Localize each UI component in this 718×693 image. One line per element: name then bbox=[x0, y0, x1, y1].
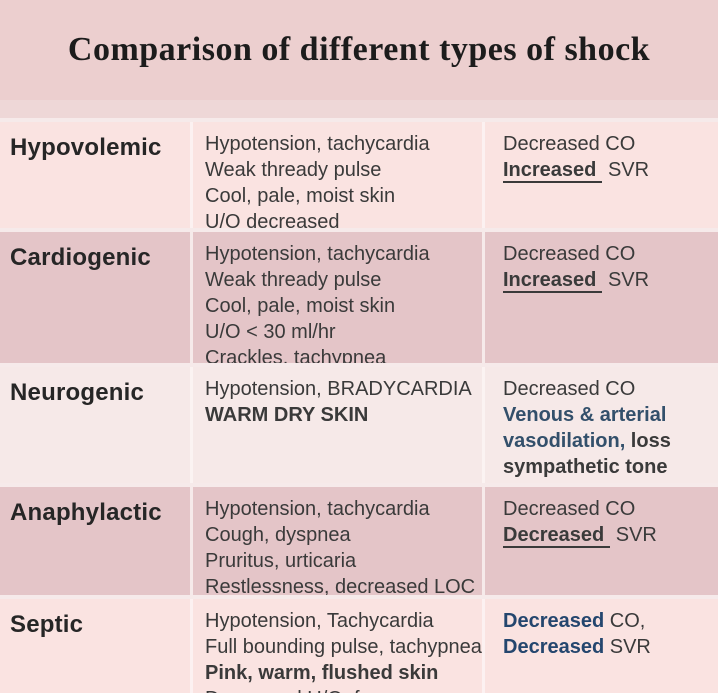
shock-comparison-table: Hypovolemic Hypotension, tachycardia Weak … bbox=[0, 118, 718, 693]
text-segment: Pink, warm, flushed skin bbox=[205, 662, 439, 684]
text-line: Decreased SVR bbox=[503, 522, 712, 548]
text-line: Weak thready pulse bbox=[205, 157, 476, 183]
text-segment: Decreased bbox=[503, 610, 605, 632]
text-segment: U/O < 30 ml/hr bbox=[205, 321, 336, 343]
hemodynamics-cell: Decreased CO Venous & arterial vasodilatio… bbox=[482, 367, 718, 483]
text-segment: Weak thready pulse bbox=[205, 269, 382, 291]
text-line: U/O < 30 ml/hr bbox=[205, 319, 476, 345]
text-line: Cool, pale, moist skin bbox=[205, 293, 476, 319]
signs-symptoms-cell: Hypotension, Tachycardia Full bounding pu… bbox=[190, 599, 482, 693]
text-line: Increased SVR bbox=[503, 267, 712, 293]
text-line: Cool, pale, moist skin bbox=[205, 183, 476, 209]
text-line: Decreased CO bbox=[503, 376, 712, 402]
text-line: Full bounding pulse, tachypnea bbox=[205, 634, 482, 660]
text-line: Decreased CO bbox=[503, 496, 712, 522]
text-line: Hypotension, tachycardia bbox=[205, 241, 476, 267]
page-title: Comparison of different types of shock bbox=[67, 31, 651, 68]
shock-type-name: Hypovolemic bbox=[10, 134, 162, 161]
text-line: Decreased U/O, fever bbox=[205, 686, 476, 693]
text-segment: U/O decreased bbox=[205, 211, 340, 228]
text-line: Decreased CO bbox=[503, 131, 712, 157]
text-line: Increased SVR bbox=[503, 157, 712, 183]
text-segment: sympathetic tone bbox=[503, 456, 668, 478]
text-line: Cough, dyspnea bbox=[205, 522, 476, 548]
text-segment: Hypotension, Tachycardia bbox=[205, 610, 434, 632]
text-segment: Decreased CO bbox=[503, 378, 636, 400]
text-segment: Hypotension, tachycardia bbox=[205, 498, 430, 520]
text-segment: Pruritus, urticaria bbox=[205, 550, 357, 572]
text-line: sympathetic tone bbox=[503, 454, 712, 480]
text-line: Decreased CO bbox=[503, 241, 712, 267]
hemodynamics-cell: Decreased CO Increased SVR bbox=[482, 122, 718, 228]
text-line: Restlessness, decreased LOC bbox=[205, 574, 476, 595]
shock-type-name: Neurogenic bbox=[10, 379, 145, 406]
shock-row: Septic Hypotension, Tachycardia Full bound… bbox=[0, 599, 718, 693]
text-segment: CO, bbox=[604, 610, 646, 632]
text-line: Pruritus, urticaria bbox=[205, 548, 476, 574]
shock-row: Neurogenic Hypotension, BRADYCARDIA WARM D… bbox=[0, 367, 718, 483]
text-segment: Hypotension, tachycardia bbox=[205, 243, 430, 265]
text-segment: Decreased bbox=[503, 524, 611, 548]
text-segment: Decreased CO bbox=[503, 133, 636, 155]
text-segment: Increased bbox=[503, 269, 603, 293]
hemodynamics-cell: Decreased CO Increased SVR bbox=[482, 232, 718, 363]
text-line: WARM DRY SKIN bbox=[205, 402, 476, 428]
text-line: Venous & arterial bbox=[503, 402, 712, 428]
text-line: Decreased CO, bbox=[503, 608, 712, 634]
text-line: Hypotension, Tachycardia bbox=[205, 608, 476, 634]
signs-symptoms-cell: Hypotension, tachycardia Weak thready pul… bbox=[190, 122, 482, 228]
text-line: Hypotension, BRADYCARDIA bbox=[205, 376, 476, 402]
text-segment: WARM DRY SKIN bbox=[205, 404, 369, 426]
text-segment: SVR bbox=[604, 636, 651, 658]
signs-symptoms-cell: Hypotension, tachycardia Weak thready pul… bbox=[190, 232, 482, 363]
text-segment: loss bbox=[625, 430, 671, 452]
shock-row: Anaphylactic Hypotension, tachycardia Coug… bbox=[0, 487, 718, 595]
shock-row: Hypovolemic Hypotension, tachycardia Weak … bbox=[0, 122, 718, 228]
text-segment: Decreased CO bbox=[503, 498, 636, 520]
signs-symptoms-cell: Hypotension, BRADYCARDIA WARM DRY SKIN bbox=[190, 367, 482, 483]
shock-type-name: Septic bbox=[10, 611, 84, 638]
text-line: Hypotension, tachycardia bbox=[205, 131, 476, 157]
text-segment: Cough, dyspnea bbox=[205, 524, 351, 546]
text-segment: Crackles, tachypnea bbox=[205, 347, 387, 363]
text-segment: Decreased U/O, fever bbox=[205, 688, 398, 693]
text-segment: SVR bbox=[602, 159, 650, 181]
hemodynamics-cell: Decreased CO Decreased SVR bbox=[482, 487, 718, 595]
text-segment: Hypotension, tachycardia bbox=[205, 133, 430, 155]
signs-symptoms-cell: Hypotension, tachycardia Cough, dyspnea Pr… bbox=[190, 487, 482, 595]
text-line: Decreased SVR bbox=[503, 634, 712, 660]
text-segment: vasodilation, bbox=[503, 430, 626, 452]
shock-row: Cardiogenic Hypotension, tachycardia Weak … bbox=[0, 232, 718, 363]
shock-type-name: Cardiogenic bbox=[10, 244, 151, 271]
text-segment: SVR bbox=[610, 524, 657, 546]
text-line: Crackles, tachypnea bbox=[205, 345, 476, 363]
text-segment: Decreased bbox=[503, 636, 605, 658]
title-band: Comparison of different types of shock bbox=[0, 0, 718, 100]
text-segment: Restlessness, decreased LOC bbox=[205, 576, 476, 595]
text-line: Weak thready pulse bbox=[205, 267, 476, 293]
text-segment: Cool, pale, moist skin bbox=[205, 295, 396, 317]
text-segment: Cool, pale, moist skin bbox=[205, 185, 396, 207]
text-segment: Full bounding pulse, tachypnea bbox=[205, 636, 482, 658]
text-segment: Increased bbox=[503, 159, 603, 183]
text-segment: Venous & arterial bbox=[503, 404, 667, 426]
text-segment: Decreased CO bbox=[503, 243, 636, 265]
shock-type-name: Anaphylactic bbox=[10, 499, 162, 526]
text-line: vasodilation, loss bbox=[503, 428, 712, 454]
text-line: Hypotension, tachycardia bbox=[205, 496, 476, 522]
text-line: U/O decreased bbox=[205, 209, 476, 228]
text-line: Pink, warm, flushed skin bbox=[205, 660, 476, 686]
hemodynamics-cell: Decreased CO, Decreased SVR bbox=[482, 599, 718, 693]
text-segment: Hypotension, BRADYCARDIA bbox=[205, 378, 472, 400]
text-segment: SVR bbox=[602, 269, 650, 291]
text-segment: Weak thready pulse bbox=[205, 159, 382, 181]
title-divider-band bbox=[0, 100, 718, 118]
